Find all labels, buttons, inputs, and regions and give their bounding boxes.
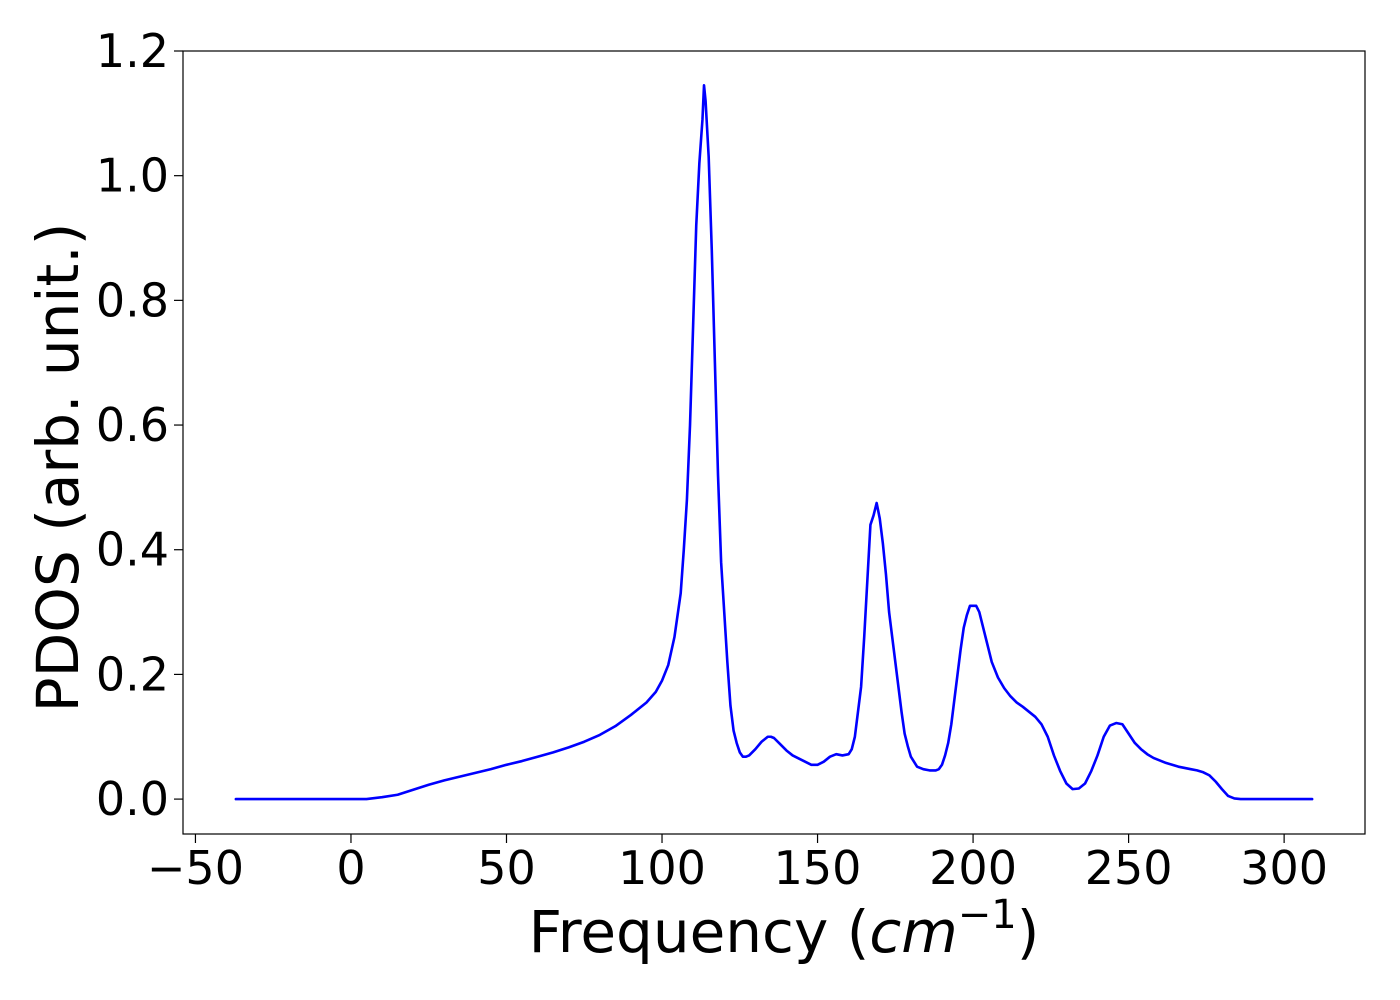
x-tick-label: 150 [774,841,862,895]
x-tick-label: 0 [336,841,365,895]
series-layer [234,83,1314,801]
y-axis-ticks: 0.0 0.2 0.4 0.6 0.8 1.0 1.2 [96,24,183,826]
y-axis-title: PDOS (arb. unit.) [24,223,92,713]
x-axis-title-exponent: −1 [958,892,1017,938]
x-axis-title-close: ) [1017,898,1040,966]
pdos-series-line [234,83,1314,801]
x-axis-title: Frequency (cm−1) [529,892,1040,966]
y-tick-label: 0.4 [96,523,169,577]
y-tick-label: 1.0 [96,149,169,203]
x-tick-label: 300 [1240,841,1328,895]
y-tick-label: 1.2 [96,24,169,78]
x-axis-title-prefix: Frequency ( [529,898,870,966]
x-tick-label: 250 [1085,841,1173,895]
x-tick-label: 50 [477,841,536,895]
y-tick-label: 0.8 [96,273,169,327]
x-axis-title-unit: cm [869,898,957,966]
x-tick-label: 100 [618,841,706,895]
x-tick-label: −50 [147,841,244,895]
y-tick-label: 0.2 [96,647,169,701]
x-tick-label: 200 [929,841,1017,895]
plot-frame [182,50,1366,835]
y-tick-label: 0.6 [96,398,169,452]
y-tick-label: 0.0 [96,772,169,826]
x-axis-ticks: −50 0 50 100 150 200 250 300 [147,834,1328,895]
